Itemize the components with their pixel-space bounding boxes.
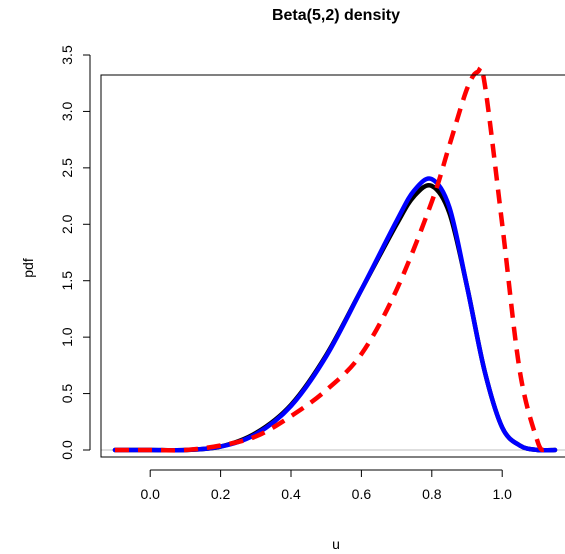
x-tick-label: 0.6 [352,486,372,502]
y-tick-label: 3.5 [59,45,75,65]
x-tick-label: 0.0 [140,486,160,502]
series-line-1 [112,183,558,453]
y-tick-label: 2.0 [59,214,75,234]
x-tick-label: 0.8 [422,486,442,502]
y-tick-label: 2.5 [59,158,75,178]
series-line-2 [112,176,558,453]
x-tick-label: 1.0 [492,486,512,502]
y-tick-label: 3.0 [59,101,75,121]
x-axis-label: u [332,536,340,552]
y-axis: 0.0 0.5 1.0 1.5 2.0 2.5 3.0 3.5 [59,45,91,460]
y-axis-label: pdf [20,258,36,278]
x-tick-label: 0.4 [281,486,301,502]
chart-title: Beta(5,2) density [272,7,400,24]
y-tick-label: 1.5 [59,271,75,291]
x-tick-label: 0.2 [211,486,231,502]
plot-area [100,65,565,458]
y-tick-label: 0.5 [59,384,75,404]
x-axis: 0.0 0.2 0.4 0.6 0.8 1.0 [140,469,512,502]
plot-frame [100,74,565,458]
y-tick-label: 0.0 [59,440,75,460]
series-group [112,65,558,453]
series-line-3 [114,65,547,453]
y-tick-label: 1.0 [59,327,75,347]
